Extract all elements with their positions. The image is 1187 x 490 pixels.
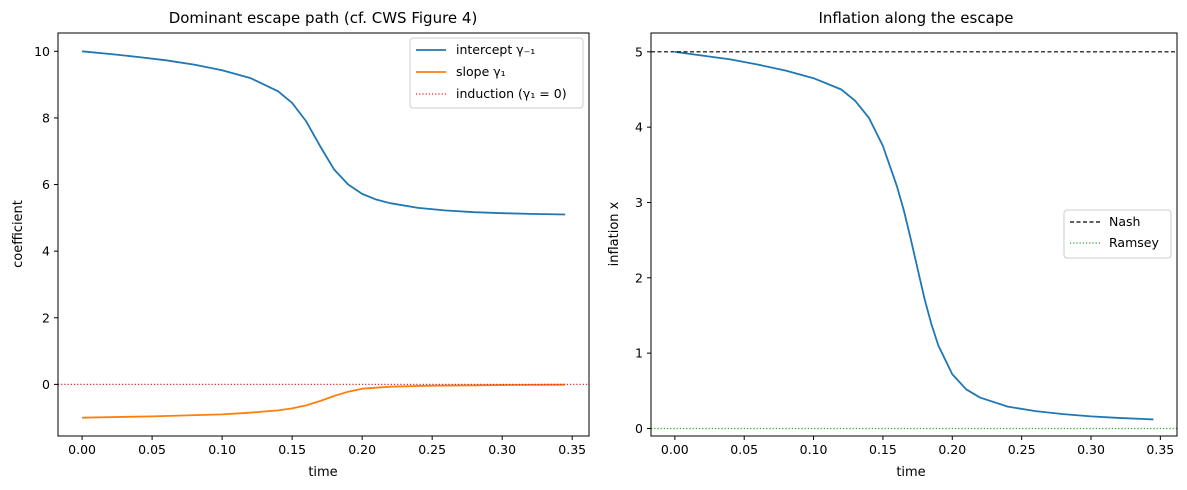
legend-label-induction: induction (γ₁ = 0) (456, 86, 567, 101)
y-tick-label: 0 (635, 421, 643, 436)
x-tick-label: 0.15 (278, 442, 306, 457)
legend-label-slope: slope γ₁ (456, 64, 506, 79)
y-tick-label: 0 (42, 377, 50, 392)
chart-left-frame (57, 32, 590, 437)
chart-right-title: Inflation along the escape (818, 9, 1013, 27)
y-tick-label: 4 (635, 120, 643, 135)
y-tick-label: 4 (42, 244, 50, 259)
chart-right-legend: Nash Ramsey (1063, 209, 1172, 259)
x-tick-label: 0.20 (938, 442, 966, 457)
chart-left-y-ticks: 0 2 4 6 8 10 (34, 44, 58, 392)
x-tick-label: 0.30 (488, 442, 516, 457)
chart-left-y-label: coefficient (11, 200, 26, 268)
chart-right-x-label: time (896, 465, 925, 480)
x-tick-label: 0.10 (208, 442, 236, 457)
x-tick-label: 0.05 (730, 442, 758, 457)
x-tick-label: 0.00 (661, 442, 689, 457)
chart-right-x-ticks: 0.00 0.05 0.10 0.15 0.20 0.25 0.30 0.35 (661, 436, 1174, 457)
chart-left-marks (58, 50, 589, 419)
x-tick-label: 0.25 (418, 442, 446, 457)
legend-label-nash: Nash (1109, 214, 1140, 229)
x-tick-label: 0.20 (348, 442, 376, 457)
chart-left-title: Dominant escape path (cf. CWS Figure 4) (169, 9, 478, 27)
y-tick-label: 8 (42, 110, 50, 125)
x-tick-label: 0.25 (1008, 442, 1036, 457)
chart-left-x-label: time (308, 465, 337, 480)
x-tick-label: 0.05 (138, 442, 166, 457)
chart-left: Dominant escape path (cf. CWS Figure 4) … (11, 9, 590, 480)
legend-label-intercept: intercept γ₋₁ (456, 42, 535, 57)
chart-left-legend: intercept γ₋₁ slope γ₁ induction (γ₁ = 0… (409, 37, 584, 109)
chart-right: Inflation along the escape 0.00 0.05 0.10 0… (607, 9, 1178, 480)
legend-label-ramsey: Ramsey (1109, 235, 1159, 250)
y-tick-label: 5 (635, 44, 643, 59)
y-tick-label: 2 (635, 270, 643, 285)
x-tick-label: 0.15 (869, 442, 897, 457)
series-line-slope-1 (82, 383, 566, 419)
chart-left-x-ticks: 0.00 0.05 0.10 0.15 0.20 0.25 0.30 0.35 (68, 436, 586, 457)
x-tick-label: 0.00 (68, 442, 96, 457)
series-line-main-0 (674, 50, 1154, 421)
chart-right-frame (650, 32, 1178, 437)
y-tick-label: 1 (635, 346, 643, 361)
chart-right-marks (651, 50, 1177, 430)
x-tick-label: 0.35 (1146, 442, 1174, 457)
legend-frame (409, 37, 584, 109)
x-tick-label: 0.10 (800, 442, 828, 457)
chart-right-y-ticks: 0 1 2 3 4 5 (635, 44, 651, 436)
y-tick-label: 10 (34, 44, 50, 59)
series-line-intercept-0 (82, 50, 566, 216)
x-tick-label: 0.35 (558, 442, 586, 457)
y-tick-label: 6 (42, 177, 50, 192)
chart-right-y-label: inflation x (607, 201, 622, 266)
x-tick-label: 0.30 (1077, 442, 1105, 457)
y-tick-label: 2 (42, 310, 50, 325)
y-tick-label: 3 (635, 195, 643, 210)
